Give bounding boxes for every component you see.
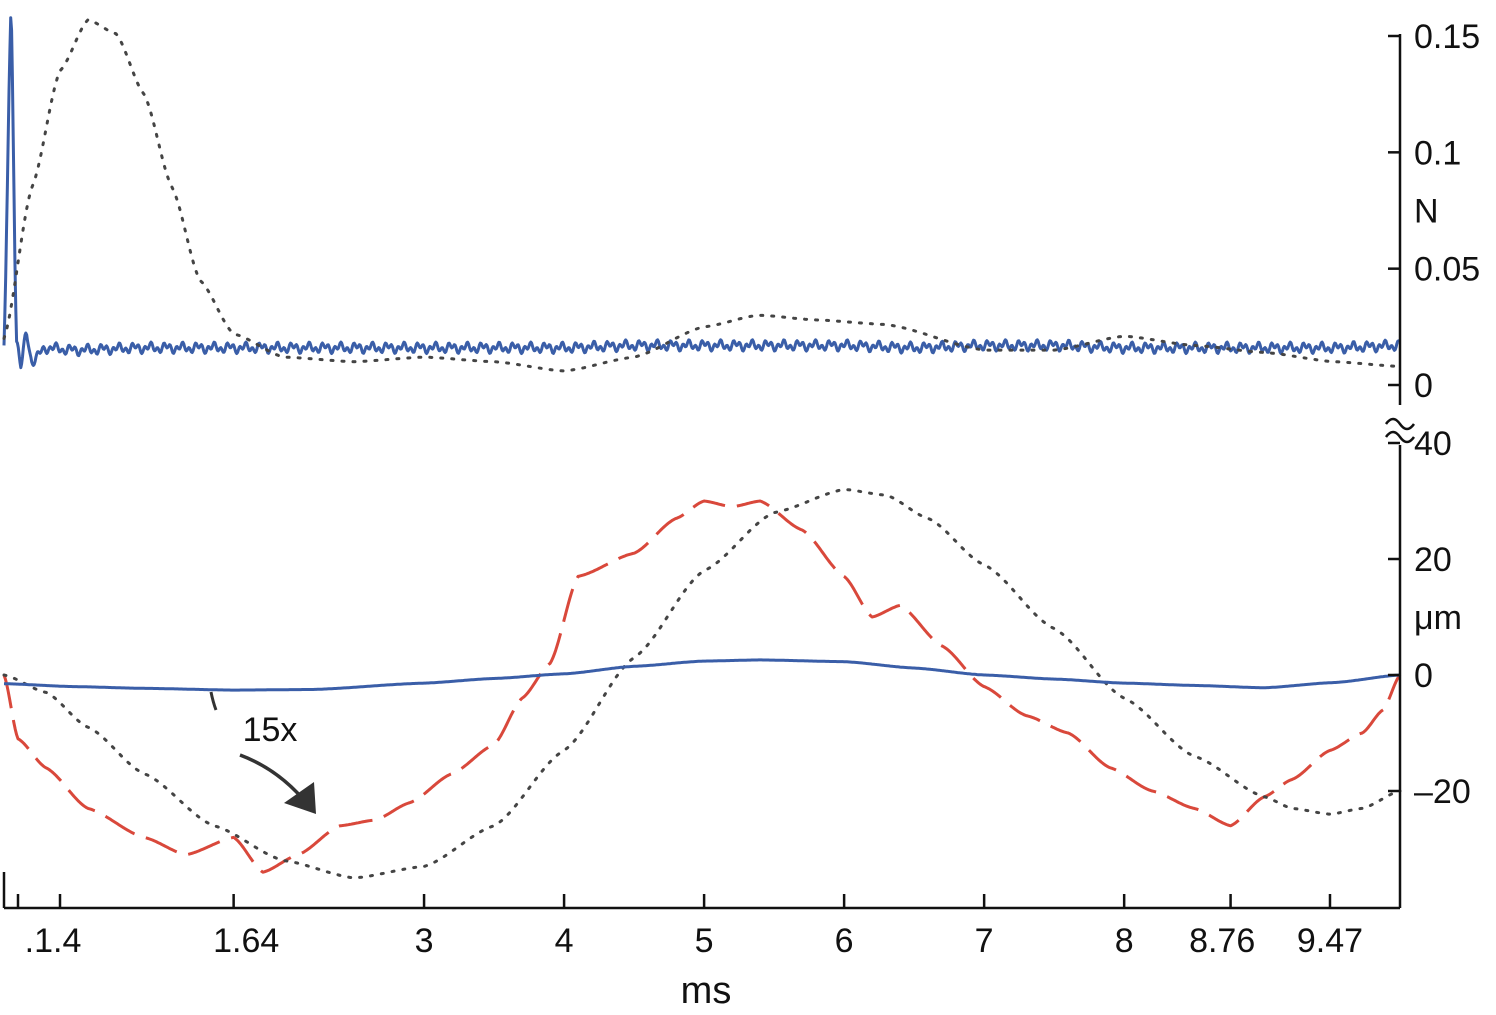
force-series-solid-line bbox=[2, 16, 1401, 370]
displacement-series-dotted-line bbox=[2, 487, 1402, 880]
displacement-series-group bbox=[2, 487, 1402, 880]
annotation-arrow-head bbox=[284, 782, 316, 814]
displacement-y-tick-label: 40 bbox=[1414, 425, 1452, 463]
x-tick-label: 4 bbox=[555, 922, 574, 960]
x-tick-label: 7 bbox=[975, 922, 994, 960]
annotation-label: 15x bbox=[243, 711, 298, 749]
x-tick-label: 1.64 bbox=[213, 922, 279, 960]
axis-break-mark bbox=[1384, 417, 1416, 444]
displacement-y-axis: –20 0 20 40 μm bbox=[1388, 425, 1471, 908]
annotation-leader-line bbox=[209, 691, 218, 711]
displacement-series-dashed-line bbox=[2, 499, 1402, 874]
displacement-panel: –20 0 20 40 μm bbox=[2, 425, 1471, 908]
force-series-dotted-line bbox=[2, 18, 1401, 373]
x-tick-label: .1.4 bbox=[25, 922, 82, 960]
displacement-y-tick-label: 0 bbox=[1414, 657, 1433, 695]
x-axis-title: ms bbox=[681, 970, 732, 1012]
displacement-y-tick-label: 20 bbox=[1414, 541, 1452, 579]
x-tick-label: 6 bbox=[835, 922, 854, 960]
x-tick-label: 3 bbox=[415, 922, 434, 960]
force-y-axis-title: N bbox=[1414, 193, 1439, 231]
x-tick-label: 9.47 bbox=[1297, 922, 1363, 960]
annotation-group: 15x bbox=[209, 691, 316, 814]
force-series-group bbox=[2, 16, 1401, 373]
force-y-tick-label: 0.05 bbox=[1414, 251, 1480, 289]
displacement-y-axis-title: μm bbox=[1414, 599, 1462, 637]
axis-break-squiggle bbox=[1384, 430, 1416, 444]
x-tick-label: 8 bbox=[1115, 922, 1134, 960]
displacement-series-solid-line bbox=[3, 658, 1401, 692]
x-tick-label: 8.76 bbox=[1189, 922, 1255, 960]
x-axis: .1.4 1.64 3 4 5 6 7 8 8.76 9.47 ms bbox=[2, 872, 1400, 1012]
force-y-axis: 0 0.05 0.1 0.15 N bbox=[1388, 18, 1480, 405]
axis-break-squiggle bbox=[1384, 417, 1416, 431]
x-tick-label: 5 bbox=[695, 922, 714, 960]
displacement-y-tick-label: –20 bbox=[1414, 773, 1471, 811]
force-panel: 0 0.05 0.1 0.15 N bbox=[2, 16, 1480, 405]
force-y-tick-label: 0.15 bbox=[1414, 18, 1480, 56]
force-y-tick-label: 0.1 bbox=[1414, 134, 1461, 172]
force-y-tick-label: 0 bbox=[1414, 367, 1433, 405]
